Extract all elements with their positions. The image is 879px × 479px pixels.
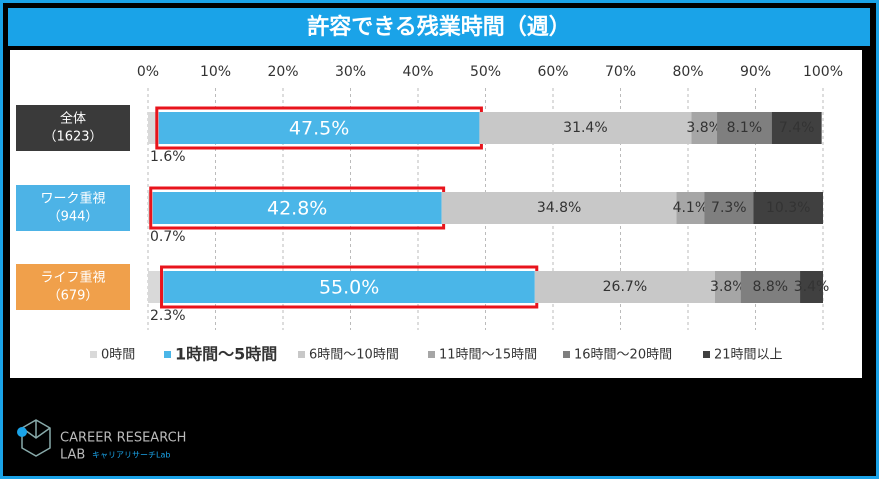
y-tick-sublabel: （944） [48,210,99,225]
bar-segment [441,192,677,224]
data-label: 0.7% [150,229,186,245]
legend-label: 16時間～20時間 [574,348,672,363]
legend-swatch [298,351,305,358]
logo-sub: キャリアリサーチLab [92,451,170,460]
data-label: 8.1% [727,120,763,136]
bar-segment [163,271,535,303]
bar-segment [691,112,718,144]
legend-swatch [164,351,171,358]
logo-text: CAREER RESEARCH [60,431,186,446]
bar-segment [753,192,823,224]
data-label: 34.8% [537,200,581,216]
category-box [16,264,130,310]
bar-segment [715,271,741,303]
data-label: 3.4% [794,279,830,295]
legend-label: 6時間～10時間 [309,348,399,363]
y-tick-label: 全体 [60,111,86,127]
logo: CAREER RESEARCH LAB キャリアリサーチLab [17,419,186,463]
data-label: 47.5% [289,118,349,140]
x-tick-label: 70% [605,64,636,80]
bar-segment [158,112,480,144]
chart-title: 許容できる残業時間（週） [307,14,571,40]
logo-dot [17,427,27,437]
data-label: 26.7% [603,279,647,295]
bar-segment [740,271,801,303]
data-label: 7.4% [779,120,815,136]
data-label: 4.1% [673,200,709,216]
data-label: 1.6% [150,149,186,165]
data-label: 42.8% [267,198,327,220]
legend-label: 11時間～15時間 [439,348,537,363]
data-label: 10.3% [766,200,810,216]
y-tick-label: ワーク重視 [40,191,105,207]
title-bar [8,8,870,46]
x-tick-label: 50% [470,64,501,80]
category-box [16,185,130,231]
x-tick-label: 0% [137,64,159,80]
bar-segment [148,271,164,303]
data-label: 7.3% [711,200,747,216]
legend-swatch [90,351,97,358]
x-tick-label: 60% [537,64,568,80]
y-tick-sublabel: （1623） [43,130,102,145]
logo-text: LAB [60,448,85,463]
x-tick-label: 90% [740,64,771,80]
bar-segment [148,112,159,144]
bar-segment [534,271,715,303]
legend-label: 21時間以上 [714,348,783,363]
x-tick-label: 20% [267,64,298,80]
legend-label: 1時間～5時間 [175,345,277,364]
data-label: 3.8% [710,279,746,295]
legend-label: 0時間 [101,348,135,363]
x-tick-label: 80% [672,64,703,80]
bar-segment [479,112,692,144]
legend-swatch [563,351,570,358]
y-tick-label: ライフ重視 [40,270,105,286]
x-tick-label: 40% [402,64,433,80]
legend-swatch [428,351,435,358]
x-tick-label: 10% [200,64,231,80]
data-label: 8.8% [753,279,789,295]
data-label: 31.4% [563,120,607,136]
y-tick-sublabel: （679） [48,289,99,304]
legend-swatch [703,351,710,358]
bar-segment [704,192,754,224]
bar-segment [771,112,822,144]
bar-segment [800,271,823,303]
category-box [16,105,130,151]
data-label: 55.0% [319,277,379,299]
data-label: 2.3% [150,308,186,324]
data-label: 3.8% [686,120,722,136]
bar-segment [676,192,705,224]
x-tick-label: 100% [803,64,843,80]
bar-segment [152,192,442,224]
bar-segment [717,112,772,144]
x-tick-label: 30% [335,64,366,80]
